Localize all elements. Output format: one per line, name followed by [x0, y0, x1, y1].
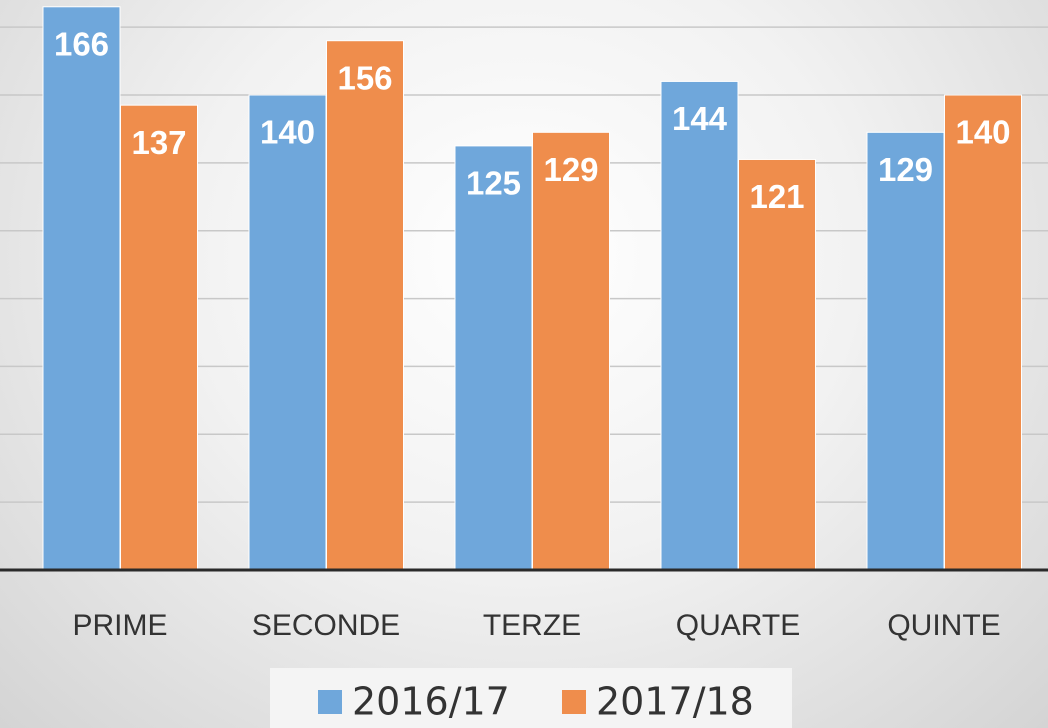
legend-box	[270, 668, 792, 728]
data-label: 140	[260, 114, 315, 151]
legend-swatch	[562, 690, 586, 714]
bar	[944, 94, 1022, 571]
data-label: 121	[749, 178, 804, 215]
x-tick-label: QUINTE	[887, 609, 1000, 642]
x-tick-label: QUARTE	[676, 609, 800, 642]
data-label: 129	[878, 151, 933, 188]
bar	[532, 131, 610, 571]
data-label: 137	[131, 124, 186, 161]
bar	[42, 6, 121, 571]
data-label: 156	[337, 59, 392, 96]
bar	[454, 145, 533, 571]
x-tick-label: TERZE	[483, 609, 581, 642]
bar	[660, 80, 739, 571]
legend-label: 2016/17	[352, 680, 510, 724]
data-label: 125	[466, 165, 521, 202]
bar	[326, 40, 404, 571]
bar	[248, 94, 327, 571]
data-label: 144	[672, 100, 728, 137]
x-tick-label: SECONDE	[252, 609, 400, 642]
legend-swatch	[318, 690, 342, 714]
data-label: 166	[54, 26, 109, 63]
bar	[866, 131, 945, 571]
x-tick-label: PRIME	[72, 609, 167, 642]
data-label: 129	[543, 151, 598, 188]
bar	[120, 104, 198, 571]
data-label: 140	[955, 114, 1010, 151]
legend-label: 2017/18	[596, 680, 754, 724]
bar	[738, 158, 816, 571]
